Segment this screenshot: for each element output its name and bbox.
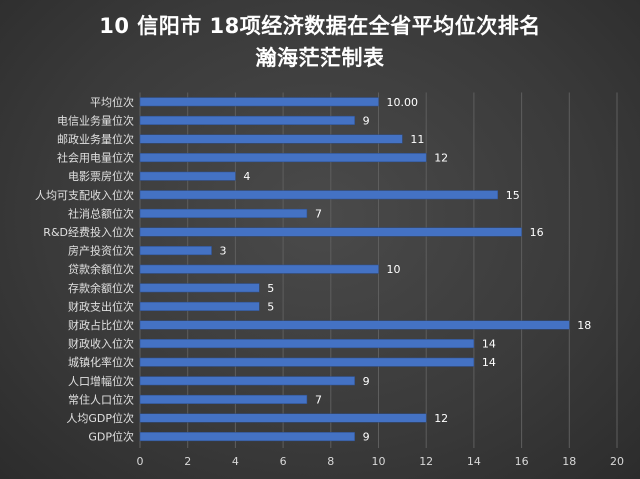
bar (139, 115, 355, 125)
category-label: 贷款余额位次 (68, 262, 134, 276)
x-tick-label: 4 (232, 455, 239, 468)
bar (139, 208, 308, 218)
x-tick-label: 0 (137, 455, 144, 468)
category-label: 人均可支配收入位次 (35, 188, 134, 202)
category-label: 房产投资位次 (68, 244, 134, 258)
bar (139, 97, 379, 107)
value-label: 15 (506, 189, 520, 202)
value-labels: 10.00 9 11 12 4 15 7 16 3 10 5 5 18 14 14 9 7 12 9 (220, 96, 592, 444)
category-label: 存款余额位次 (68, 281, 134, 295)
x-tick-label: 16 (515, 455, 529, 468)
category-label: GDP位次 (88, 430, 134, 444)
value-label: 10.00 (387, 96, 419, 109)
x-tick-label: 10 (372, 455, 386, 468)
value-label: 16 (530, 226, 544, 239)
bar (139, 320, 570, 330)
value-label: 7 (315, 393, 322, 406)
bar (139, 413, 427, 423)
bar (139, 339, 475, 349)
bar (139, 190, 498, 200)
value-label: 3 (220, 245, 227, 258)
chart-subtitle: 瀚海茫茫制表 (255, 46, 385, 70)
category-label: 常住人口位次 (68, 392, 134, 406)
gridlines (139, 92, 618, 448)
value-label: 5 (267, 300, 274, 313)
category-label: 财政占比位次 (68, 318, 134, 332)
bar (139, 246, 212, 256)
chart-title: 10 信阳市 18项经济数据在全省平均位次排名 (99, 14, 541, 38)
value-label: 9 (363, 431, 370, 444)
bar (139, 264, 379, 274)
x-tick-label: 2 (184, 455, 191, 468)
value-label: 14 (482, 356, 496, 369)
bar (139, 394, 308, 404)
bar (139, 227, 522, 237)
category-label: 电影票房位次 (68, 169, 134, 183)
bar (139, 357, 475, 367)
bar (139, 432, 355, 442)
value-label: 18 (577, 319, 591, 332)
bar (139, 376, 355, 386)
bars (139, 97, 570, 442)
bar (139, 153, 427, 163)
x-tick-label: 8 (327, 455, 334, 468)
x-tick-label: 6 (280, 455, 287, 468)
value-label: 9 (363, 375, 370, 388)
value-label: 10 (387, 263, 401, 276)
category-labels: 平均位次电信业务量位次邮政业务量位次社会用电量位次电影票房位次人均可支配收入位次… (35, 95, 134, 444)
value-label: 9 (363, 114, 370, 127)
value-label: 4 (243, 170, 250, 183)
x-tick-label: 14 (467, 455, 481, 468)
category-label: 人均GDP位次 (66, 411, 134, 425)
x-tick-labels: 0 2 4 6 8 10 12 14 16 18 20 (137, 455, 625, 468)
value-label: 7 (315, 207, 322, 220)
category-label: 财政收入位次 (68, 337, 134, 351)
bar (139, 283, 260, 293)
bar (139, 301, 260, 311)
value-label: 14 (482, 338, 496, 351)
category-label: 财政支出位次 (68, 299, 134, 313)
category-label: 城镇化率位次 (68, 355, 134, 369)
x-tick-label: 12 (419, 455, 433, 468)
category-label: 人口增幅位次 (68, 374, 134, 388)
value-label: 11 (410, 133, 424, 146)
x-tick-label: 20 (610, 455, 624, 468)
bar (139, 171, 236, 181)
category-label: 电信业务量位次 (57, 113, 134, 127)
category-label: 社会用电量位次 (57, 151, 134, 165)
category-label: 邮政业务量位次 (57, 132, 134, 146)
bar (139, 134, 403, 144)
category-label: R&D经费投入位次 (43, 225, 134, 239)
x-tick-label: 18 (562, 455, 576, 468)
value-label: 5 (267, 282, 274, 295)
value-label: 12 (434, 152, 448, 165)
value-label: 12 (434, 412, 448, 425)
category-label: 平均位次 (90, 95, 134, 109)
category-label: 社消总额位次 (68, 206, 134, 220)
